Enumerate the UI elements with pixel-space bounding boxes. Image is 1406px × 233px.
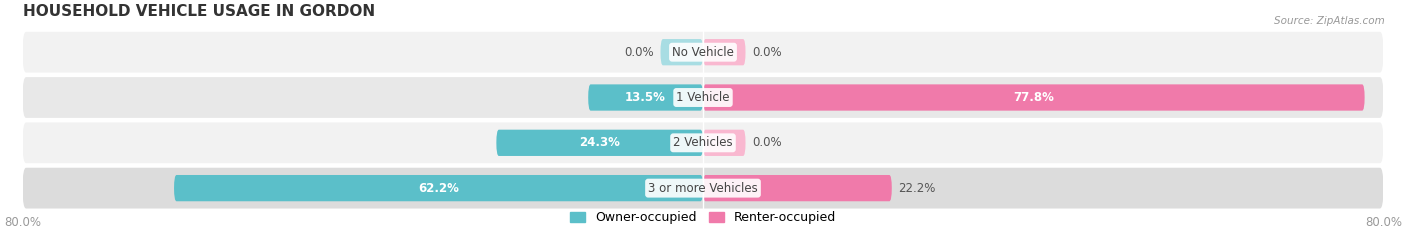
- FancyBboxPatch shape: [588, 84, 703, 111]
- Text: 0.0%: 0.0%: [624, 46, 654, 59]
- Text: No Vehicle: No Vehicle: [672, 46, 734, 59]
- FancyBboxPatch shape: [661, 39, 703, 65]
- FancyBboxPatch shape: [496, 130, 703, 156]
- FancyBboxPatch shape: [22, 122, 1384, 163]
- Text: 13.5%: 13.5%: [626, 91, 666, 104]
- FancyBboxPatch shape: [703, 130, 745, 156]
- Text: 22.2%: 22.2%: [898, 182, 936, 195]
- Legend: Owner-occupied, Renter-occupied: Owner-occupied, Renter-occupied: [565, 206, 841, 229]
- FancyBboxPatch shape: [22, 32, 1384, 73]
- Text: 1 Vehicle: 1 Vehicle: [676, 91, 730, 104]
- Text: 24.3%: 24.3%: [579, 136, 620, 149]
- FancyBboxPatch shape: [22, 77, 1384, 118]
- Text: 0.0%: 0.0%: [752, 136, 782, 149]
- Text: HOUSEHOLD VEHICLE USAGE IN GORDON: HOUSEHOLD VEHICLE USAGE IN GORDON: [22, 4, 375, 19]
- Text: 77.8%: 77.8%: [1014, 91, 1054, 104]
- Text: 0.0%: 0.0%: [752, 46, 782, 59]
- Text: Source: ZipAtlas.com: Source: ZipAtlas.com: [1274, 16, 1385, 26]
- FancyBboxPatch shape: [703, 39, 745, 65]
- Text: 62.2%: 62.2%: [418, 182, 458, 195]
- FancyBboxPatch shape: [174, 175, 703, 201]
- FancyBboxPatch shape: [703, 84, 1365, 111]
- Text: 2 Vehicles: 2 Vehicles: [673, 136, 733, 149]
- FancyBboxPatch shape: [703, 175, 891, 201]
- Text: 3 or more Vehicles: 3 or more Vehicles: [648, 182, 758, 195]
- FancyBboxPatch shape: [22, 168, 1384, 209]
